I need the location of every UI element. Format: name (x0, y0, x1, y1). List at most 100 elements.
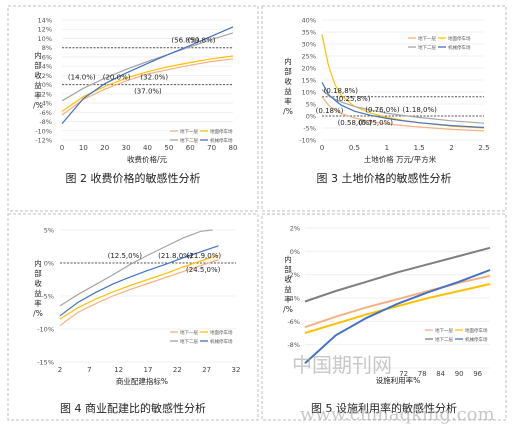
y-tick-label: 0% (44, 260, 54, 268)
y-axis-label-char: 率 (284, 96, 292, 106)
y-tick-label: 30% (302, 41, 316, 49)
legend-label: 地下二层 (180, 137, 198, 144)
y-tick-label: -2% (39, 90, 52, 98)
series-line-1 (304, 274, 491, 329)
y-tick-label: 0% (42, 81, 52, 89)
y-tick-label: 0% (306, 113, 316, 121)
y-tick-label: -12% (35, 137, 52, 145)
y-tick-label: 4% (42, 63, 52, 71)
x-tick-label: 2.5 (478, 144, 489, 152)
series-line-1 (59, 259, 219, 327)
series-line-4 (61, 26, 234, 125)
y-tick-label: 0% (290, 248, 300, 256)
x-tick-label: 20 (100, 144, 109, 152)
data-annotation: (0.75,0%) (359, 119, 394, 127)
y-tick-label: 2% (42, 72, 52, 80)
x-tick-label: 0.5 (349, 144, 360, 152)
y-axis-label-char: 内 (34, 258, 42, 268)
series-line-4 (321, 82, 485, 129)
series-line-3 (304, 246, 491, 303)
y-axis-label-char: 益 (34, 80, 42, 90)
x-tick-label: 96 (473, 370, 482, 378)
y-tick-label: 5% (306, 101, 316, 109)
x-axis-label: 土地价格 万元/平方米 (364, 154, 437, 164)
y-axis-label-char: 内 (284, 56, 292, 66)
y-tick-label: 10% (38, 35, 52, 43)
y-tick-label: -6% (39, 109, 52, 117)
y-axis-label-char: /% (33, 101, 43, 110)
y-tick-label: -10% (299, 137, 316, 145)
data-annotation: (37.0%) (134, 88, 162, 96)
caption-fig4: 图 4 商业配建比的敏感性分析 (60, 401, 206, 415)
x-tick-label: 0 (320, 144, 324, 152)
data-annotation: (20.0%) (103, 74, 131, 82)
series-line-3 (61, 32, 234, 102)
x-axis-label: 商业配建指标% (116, 376, 168, 386)
data-annotation: (24.5,0%) (186, 266, 221, 274)
x-tick-label: 1 (385, 144, 389, 152)
x-axis-label: 设施利用率% (376, 375, 421, 385)
data-annotation: (21.8,0%) (158, 252, 193, 260)
y-tick-label: 6% (42, 53, 52, 61)
y-axis-label-char: 部 (284, 264, 292, 274)
y-axis-label-char: 部 (284, 66, 292, 76)
data-annotation: (0.58,0%) (338, 119, 373, 127)
legend-label: 地下一层 (435, 327, 453, 334)
series-line-4 (304, 269, 491, 365)
y-tick-label: 8% (42, 44, 52, 52)
chart-fig2: -12% -10%-8%-6%-4% -2%0%2%4% 6%8%10%12%14% 0… (33, 17, 237, 165)
x-tick-label: 40 (143, 144, 152, 152)
watermark-en: www.chinaqking.com (300, 404, 495, 425)
data-annotation: (12.5,0%) (108, 252, 143, 260)
x-tick-label: 10 (79, 144, 88, 152)
x-tick-label: 32 (232, 366, 241, 374)
series-line-2 (59, 254, 219, 320)
y-tick-label: 35% (302, 29, 316, 37)
data-annotation: (1.18,0%) (402, 106, 437, 114)
y-tick-label: -6% (287, 318, 300, 326)
frame-fig3 (261, 5, 507, 212)
y-tick-label: 12% (38, 26, 52, 34)
legend-label: 地下一层 (180, 329, 198, 336)
y-tick-label: -5% (41, 293, 54, 301)
x-tick-label: 2 (449, 144, 453, 152)
chart-fig3: -10% -5% 0% 5% 10% 15% 20% 25% 30% 35% 40% 0 0.5 1 1.5… (283, 17, 489, 165)
x-tick-label: 90 (455, 370, 464, 378)
y-axis-label-char: 部 (34, 268, 42, 278)
x-tick-label: 50 (164, 144, 173, 152)
series-line-3 (59, 229, 213, 307)
y-axis-label-char: 收 (34, 70, 42, 80)
x-tick-label: 78 (418, 370, 427, 378)
x-axis-label: 收费价格/元 (127, 154, 168, 164)
frame-fig4 (7, 213, 259, 421)
caption-fig2: 图 2 收费价格的敏感性分析 (66, 171, 201, 185)
y-axis-label-char: 收 (284, 274, 292, 284)
data-annotation: (21.9,0%) (187, 252, 222, 260)
legend-label: 机械停车场 (210, 338, 233, 345)
x-tick-label: 30 (122, 144, 131, 152)
series-line-4 (59, 245, 219, 317)
legend-label: 地面停车场 (448, 35, 471, 42)
data-annotation: (0.18,8%) (324, 87, 359, 95)
y-tick-label: -5% (303, 125, 316, 133)
x-tick-label: 84 (436, 370, 445, 378)
legend-label: 地面停车场 (210, 128, 233, 135)
series-line-2 (304, 283, 491, 334)
x-tick-label: 17 (144, 366, 153, 374)
frame-fig5 (261, 213, 507, 421)
x-tick-label: 22 (173, 366, 182, 374)
legend-label: 地面停车场 (210, 329, 233, 336)
x-tick-label: 0 (60, 144, 64, 152)
x-tick-label: 60 (186, 144, 195, 152)
y-axis-label-char: 益 (34, 288, 42, 298)
y-axis-label-char: 率 (284, 294, 292, 304)
y-axis-label-char: /% (33, 309, 43, 318)
x-tick-label: 1.5 (414, 144, 425, 152)
chart-fig4: -15%-10%-5%0%5%2 7 12 17 22 27 32商业配建指标%内部收益率/… (33, 227, 240, 387)
y-tick-label: -8% (39, 118, 52, 126)
y-axis-label-char: 部 (34, 60, 42, 70)
y-axis-label-char: /% (283, 305, 293, 314)
y-tick-label: -10% (37, 326, 54, 334)
series-line-1 (321, 96, 485, 132)
legend-label: 地下一层 (418, 35, 436, 42)
